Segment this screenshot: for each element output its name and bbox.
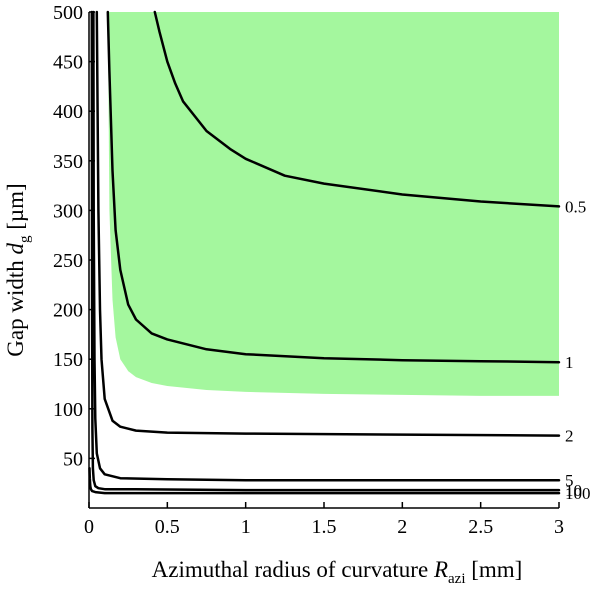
x-tick-label-3: 1.5 — [312, 516, 337, 538]
y-tick-label-0: 50 — [63, 448, 83, 470]
y-tick-label-9: 500 — [53, 2, 83, 24]
y-axis-title: Gap width dg [µm] — [3, 183, 33, 356]
x-axis-title-subscript: azi — [448, 571, 465, 587]
series-line-5 — [88, 467, 561, 495]
y-tick-label-3: 200 — [53, 300, 83, 322]
y-tick-label-2: 150 — [53, 349, 83, 371]
series-label-5: 100 — [565, 484, 591, 503]
series-line-1 — [106, 10, 561, 364]
y-axis-title-subscript: g — [17, 235, 33, 243]
y-axis-title-symbol: d — [3, 243, 28, 255]
x-tick-label-2: 1 — [241, 516, 251, 538]
x-axis-title: Azimuthal radius of curvature Razi [mm] — [152, 557, 523, 587]
y-tick-label-5: 300 — [53, 200, 83, 222]
x-tick-label-1: 0.5 — [155, 516, 180, 538]
x-tick-label-4: 2 — [397, 516, 407, 538]
series-line-3 — [92, 10, 561, 482]
y-tick-label-8: 450 — [53, 52, 83, 74]
y-tick-label-7: 400 — [53, 101, 83, 123]
axis-layer: 0 0.5 1 1.5 2 2.5 3501001502002503003504004505… — [53, 2, 564, 538]
series-label-2: 2 — [565, 427, 574, 446]
y-tick-label-6: 350 — [53, 151, 83, 173]
series-label-4: 10 — [565, 481, 582, 500]
series-line-0 — [153, 10, 561, 208]
y-axis-title-suffix: [µm] — [3, 183, 28, 235]
region-layer — [107, 12, 560, 396]
y-tick-label-1: 100 — [53, 399, 83, 421]
x-axis-title-prefix: Azimuthal radius of curvature — [152, 557, 434, 582]
series-label-0: 0.5 — [565, 197, 586, 216]
y-axis-title-prefix: Gap width — [3, 255, 28, 357]
feasible-region — [107, 12, 560, 396]
series-label-3: 5 — [565, 471, 574, 490]
x-tick-label-6: 3 — [554, 516, 564, 538]
series-line-2 — [95, 10, 561, 437]
y-tick-label-4: 250 — [53, 250, 83, 272]
series-label-1: 1 — [565, 353, 574, 372]
x-axis-title-suffix: [mm] — [465, 557, 522, 582]
x-tick-label-5: 2.5 — [468, 516, 493, 538]
x-tick-label-0: 0 — [84, 516, 94, 538]
x-axis-title-symbol: R — [433, 557, 448, 582]
